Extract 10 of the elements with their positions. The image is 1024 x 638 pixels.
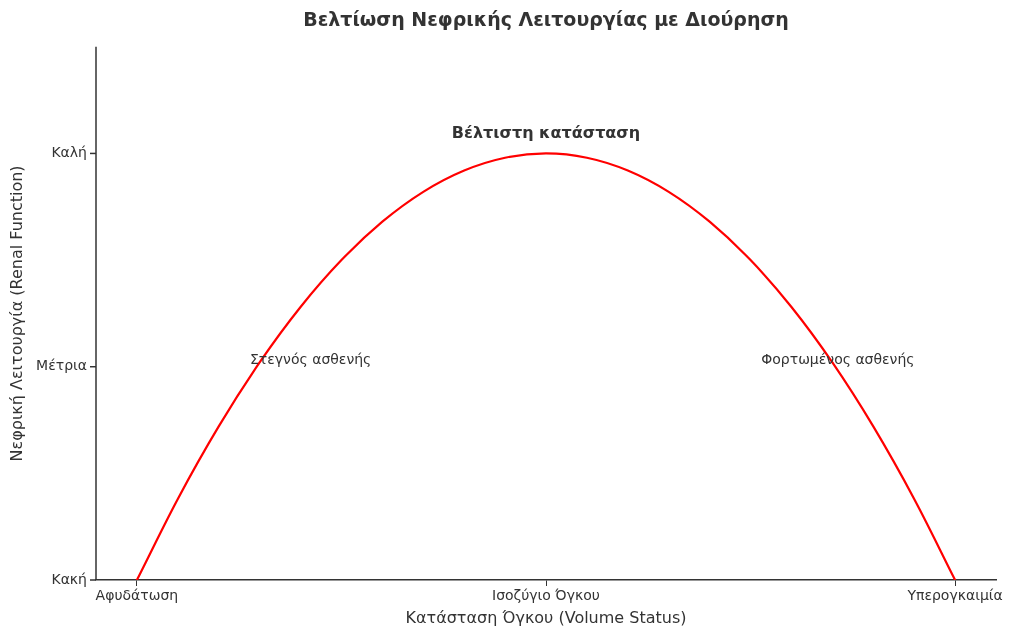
text: Καλή xyxy=(51,144,87,161)
x-axis-title: Κατάσταση Όγκου (Volume Status) xyxy=(405,607,687,627)
text: Κακή xyxy=(51,570,87,587)
x-tick-label: Αφυδάτωση xyxy=(95,587,179,604)
x-tick-label: Ισοζύγιο Όγκου xyxy=(492,587,600,604)
chart-title: Βελτίωση Νεφρικής Λειτουργίας με Διούρηση xyxy=(303,8,789,31)
text: Μέτρια xyxy=(36,357,87,374)
x-tick-label: Υπερογκαιμία xyxy=(906,587,1003,604)
text: Βέλτιστη κατάσταση xyxy=(451,123,641,143)
y-axis-title: Νεφρική Λειτουργία (Renal Function) xyxy=(7,165,27,462)
